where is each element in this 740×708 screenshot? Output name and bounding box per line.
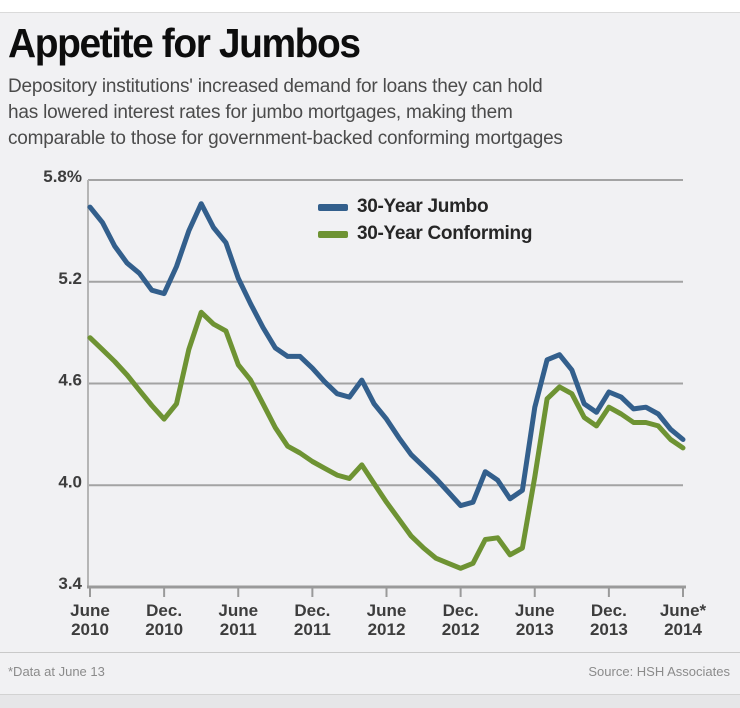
series-line-30-year-jumbo xyxy=(87,201,686,509)
legend-label-conforming: 30-Year Conforming xyxy=(357,223,533,244)
y-axis-label: 5.2 xyxy=(58,269,82,288)
conforming-line-swatch xyxy=(318,230,348,238)
subtitle-line-2: has lowered interest rates for jumbo mor… xyxy=(8,102,513,123)
y-axis-label: 4.6 xyxy=(58,371,82,390)
legend-item-conforming: 30-Year Conforming xyxy=(318,223,532,245)
chart-legend: 30-Year Jumbo 30-Year Conforming xyxy=(318,196,532,245)
footer: *Data at June 13 Source: HSH Associates xyxy=(0,662,740,686)
top-white-band xyxy=(0,0,740,13)
footer-divider xyxy=(0,652,740,653)
x-axis-label: Dec. 2011 xyxy=(294,601,331,639)
y-axis-label: 5.8% xyxy=(43,167,82,186)
bottom-gray-band xyxy=(0,694,740,708)
x-axis-label: June 2013 xyxy=(515,601,555,639)
legend-item-jumbo: 30-Year Jumbo xyxy=(318,196,532,218)
data-note: *Data at June 13 xyxy=(8,664,105,679)
y-axis-label: 4.0 xyxy=(58,472,82,491)
x-axis-label: Dec. 2012 xyxy=(442,601,480,639)
x-axis-label: June 2011 xyxy=(218,601,258,639)
legend-label-jumbo: 30-Year Jumbo xyxy=(357,196,489,217)
x-axis-label: June* 2014 xyxy=(660,601,707,639)
page-title: Appetite for Jumbos xyxy=(8,20,361,66)
x-axis-label: June 2012 xyxy=(367,601,407,639)
subtitle-line-3: comparable to those for government-backe… xyxy=(8,128,563,149)
source-credit: Source: HSH Associates xyxy=(588,664,730,679)
jumbo-line-swatch xyxy=(318,203,348,211)
x-axis-label: Dec. 2010 xyxy=(145,601,183,639)
x-axis-label: Dec. 2013 xyxy=(590,601,628,639)
y-axis-label: 3.4 xyxy=(58,574,82,593)
x-axis-label: June 2010 xyxy=(70,601,110,639)
subtitle-line-1: Depository institutions' increased deman… xyxy=(8,76,543,97)
series-line-30-year-conforming xyxy=(87,309,686,571)
rates-line-chart: 5.8% 5.2 4.6 4.0 3.4 June 2010 Dec. 2010 June 2011… xyxy=(43,167,707,639)
chart-subtitle: Depository institutions' increased deman… xyxy=(8,74,563,152)
